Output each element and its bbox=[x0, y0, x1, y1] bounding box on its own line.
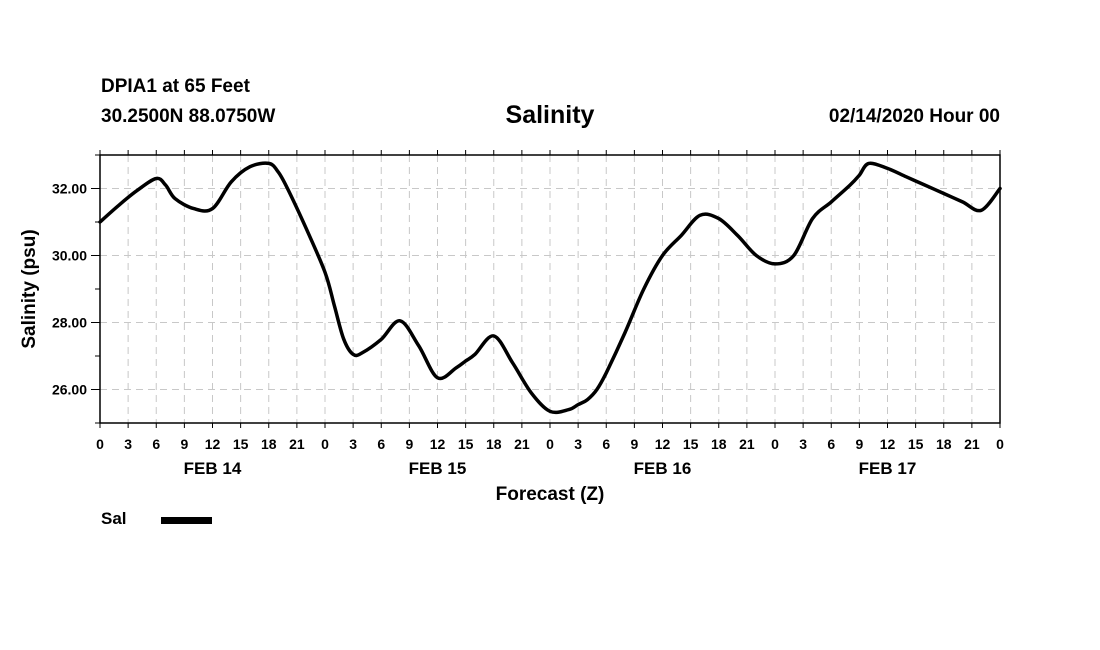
day-label: FEB 17 bbox=[859, 459, 917, 478]
x-tick-label: 12 bbox=[205, 436, 221, 452]
chart-title: Salinity bbox=[505, 101, 595, 129]
y-axis-title: Salinity (psu) bbox=[19, 229, 40, 348]
x-tick-label: 15 bbox=[908, 436, 924, 452]
x-tick-label: 0 bbox=[771, 436, 779, 452]
x-tick-label: 18 bbox=[936, 436, 952, 452]
x-tick-label: 12 bbox=[880, 436, 896, 452]
grid-lines bbox=[100, 155, 1000, 423]
x-tick-label: 18 bbox=[711, 436, 727, 452]
x-tick-label: 6 bbox=[602, 436, 610, 452]
forecast-run-time: 02/14/2020 Hour 00 bbox=[828, 106, 1000, 127]
x-tick-label: 9 bbox=[855, 436, 863, 452]
station-title: DPIA1 at 65 Feet bbox=[101, 76, 250, 97]
x-tick-label: 0 bbox=[546, 436, 554, 452]
x-tick-label: 21 bbox=[289, 436, 305, 452]
legend-swatch bbox=[161, 517, 212, 524]
x-tick-label: 6 bbox=[152, 436, 160, 452]
x-tick-label: 3 bbox=[349, 436, 357, 452]
x-tick-label: 6 bbox=[827, 436, 835, 452]
x-tick-label: 15 bbox=[458, 436, 474, 452]
x-tick-label: 9 bbox=[405, 436, 413, 452]
y-tick-label: 28.00 bbox=[52, 315, 87, 331]
x-tick-label: 3 bbox=[799, 436, 807, 452]
x-tick-label: 0 bbox=[321, 436, 329, 452]
x-tick-label: 18 bbox=[261, 436, 277, 452]
day-label: FEB 16 bbox=[634, 459, 692, 478]
x-tick-label: 21 bbox=[739, 436, 755, 452]
series-layer bbox=[98, 161, 1002, 415]
x-tick-label: 12 bbox=[655, 436, 671, 452]
y-tick-label: 30.00 bbox=[52, 248, 87, 264]
day-label: FEB 15 bbox=[409, 459, 467, 478]
x-tick-label: 0 bbox=[996, 436, 1004, 452]
y-tick-label: 32.00 bbox=[52, 181, 87, 197]
y-tick-label: 26.00 bbox=[52, 382, 87, 398]
x-tick-label: 9 bbox=[180, 436, 188, 452]
axis-labels: 0 3 6 9 12 15 18 21 0 3 6 9 12 15 18 21 0 3 6 9 12 15 18 21 0 3 6 9… bbox=[19, 181, 1004, 506]
x-tick-label: 18 bbox=[486, 436, 502, 452]
x-tick-label: 9 bbox=[630, 436, 638, 452]
x-tick-label: 15 bbox=[233, 436, 249, 452]
x-tick-label: 3 bbox=[574, 436, 582, 452]
x-tick-label: 15 bbox=[683, 436, 699, 452]
series-line-sal bbox=[98, 161, 1002, 415]
station-coordinates: 30.2500N 88.0750W bbox=[101, 106, 276, 127]
day-label: FEB 14 bbox=[184, 459, 242, 478]
legend-label: Sal bbox=[101, 509, 127, 528]
axis-ticks bbox=[91, 150, 1001, 428]
x-tick-label: 6 bbox=[377, 436, 385, 452]
x-tick-label: 0 bbox=[96, 436, 104, 452]
x-tick-label: 12 bbox=[430, 436, 446, 452]
x-tick-label: 21 bbox=[964, 436, 980, 452]
x-tick-label: 21 bbox=[514, 436, 530, 452]
x-tick-label: 3 bbox=[124, 436, 132, 452]
x-axis-title: Forecast (Z) bbox=[496, 484, 605, 505]
